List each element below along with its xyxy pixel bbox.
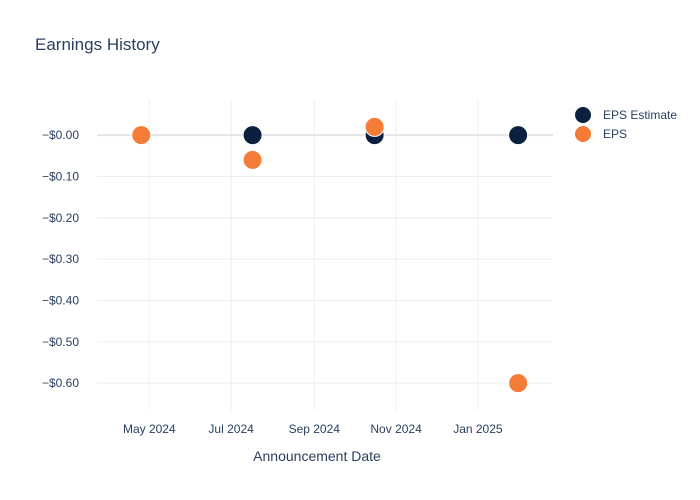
eps-point	[131, 125, 152, 146]
legend-marker-eps-estimate	[575, 107, 591, 123]
legend[interactable]: EPS Estimate EPS	[575, 107, 677, 142]
x-tick-label: Nov 2024	[370, 422, 422, 436]
data-points	[131, 116, 529, 394]
grid	[97, 100, 553, 410]
y-tick-label: −$0.40	[42, 293, 79, 307]
eps-estimate-point	[508, 125, 529, 146]
eps-estimate-point	[242, 125, 263, 146]
legend-label-eps-estimate: EPS Estimate	[603, 108, 677, 122]
legend-label-eps: EPS	[603, 127, 627, 141]
y-tick-label: −$0.00	[42, 128, 79, 142]
y-tick-label: −$0.30	[42, 252, 79, 266]
y-tick-label: −$0.20	[42, 211, 79, 225]
eps-point	[508, 373, 529, 394]
axes: May 2024 Jul 2024 Sep 2024 Nov 2024 Jan 2025…	[42, 128, 503, 436]
x-axis-title: Announcement Date	[253, 448, 381, 464]
y-tick-label: −$0.50	[42, 335, 79, 349]
legend-marker-eps	[575, 126, 591, 142]
x-tick-label: Jul 2024	[208, 422, 254, 436]
x-tick-label: Sep 2024	[289, 422, 341, 436]
chart-title: Earnings History	[35, 35, 160, 54]
legend-item-eps[interactable]: EPS	[575, 126, 627, 142]
y-tick-label: −$0.60	[42, 376, 79, 390]
x-tick-label: May 2024	[123, 422, 176, 436]
y-tick-label: −$0.10	[42, 169, 79, 183]
x-tick-label: Jan 2025	[453, 422, 503, 436]
eps-point	[242, 149, 263, 170]
eps-point	[364, 116, 385, 137]
legend-item-eps-estimate[interactable]: EPS Estimate	[575, 107, 677, 123]
